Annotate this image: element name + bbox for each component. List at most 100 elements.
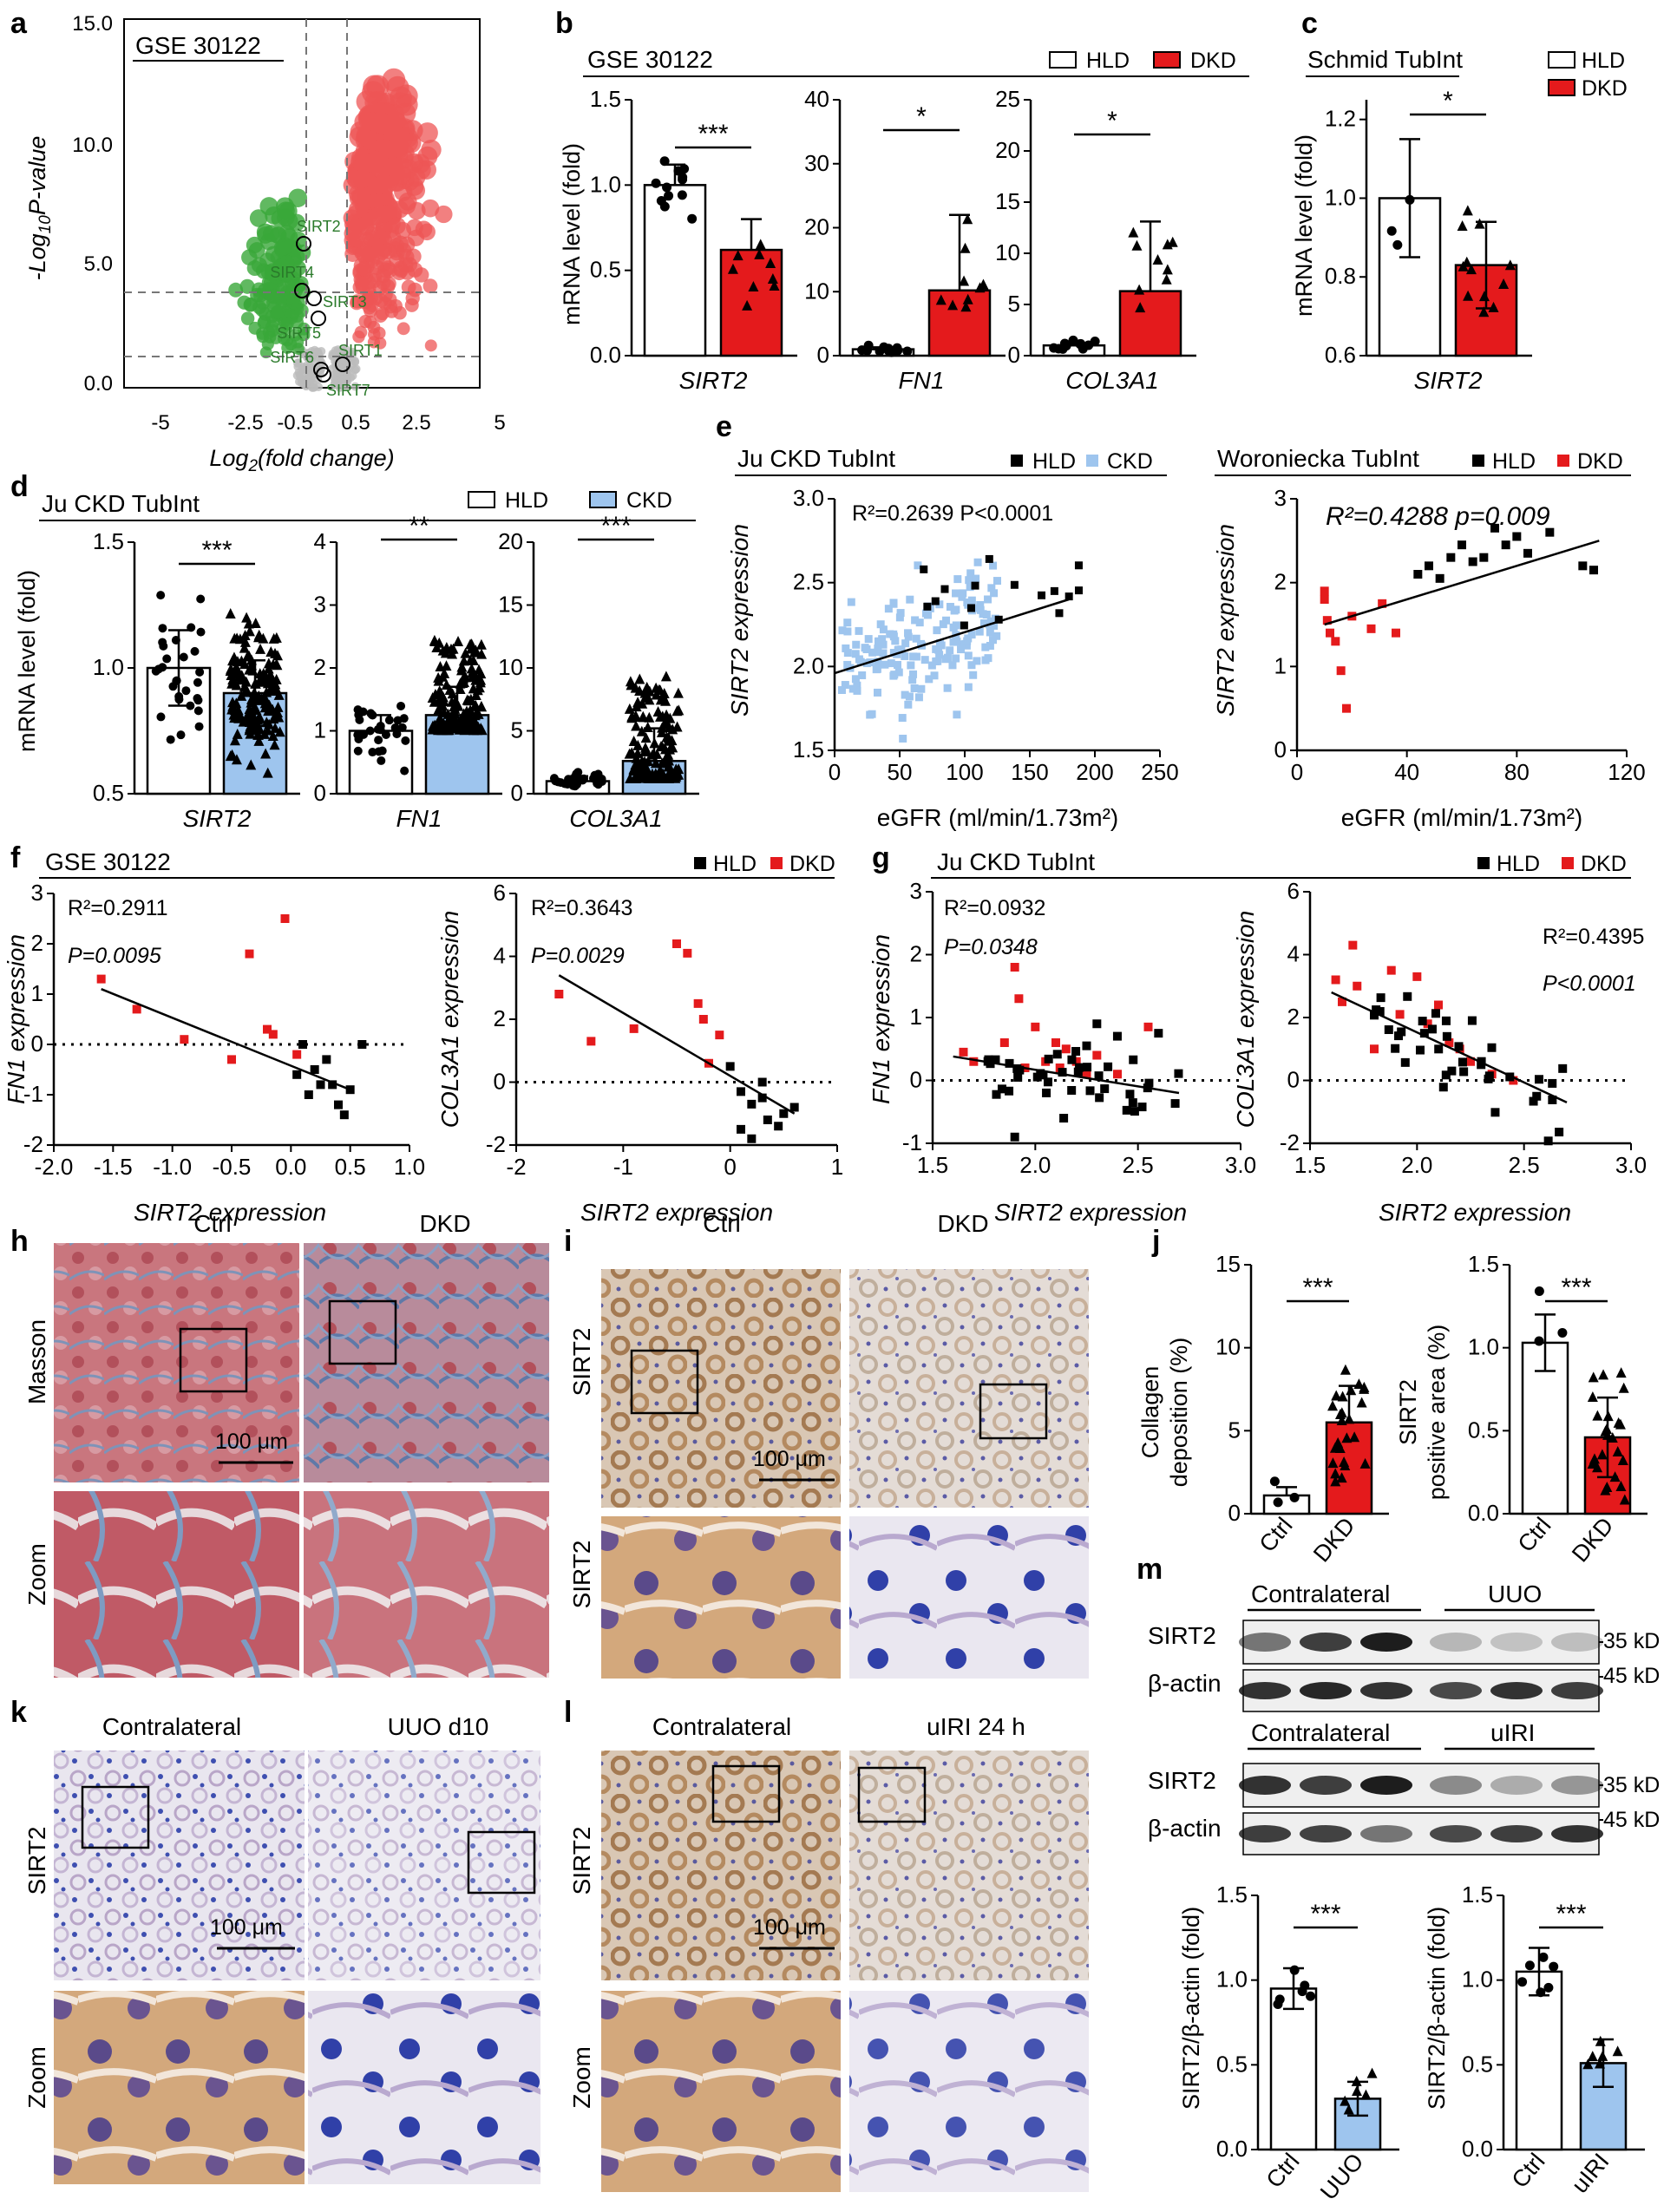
data-point [976, 600, 985, 609]
y-tick-label: 20 [498, 528, 523, 554]
y-tick-label: 40 [804, 86, 829, 112]
data-point [1322, 616, 1332, 625]
k-contralateral-image [54, 1751, 305, 1980]
blot2-sirt2-band [1430, 1776, 1482, 1795]
data-point [962, 213, 973, 225]
e-right-legend-dkd-swatch [1557, 455, 1569, 467]
data-point [271, 632, 282, 643]
data-point [769, 279, 780, 291]
volcano-point [295, 376, 305, 386]
b-legend-dkd-swatch [1153, 51, 1181, 69]
data-point [1122, 1105, 1131, 1115]
data-point [1392, 628, 1400, 638]
x-tick-label: 0.0 [275, 1154, 306, 1180]
l-contralateral-roi-box [711, 1764, 781, 1823]
e-right-stat: R²=0.4288 p=0.009 [1326, 502, 1550, 531]
data-point [368, 748, 377, 757]
data-point [1427, 1024, 1437, 1034]
h-scale-label: 100 μm [215, 1430, 288, 1454]
i-row-sirt2-zoom: SIRT2 [568, 1541, 595, 1609]
panel-j: j Collagen deposition (%) SIRT2 positive… [1137, 1225, 1648, 1567]
data-point [248, 704, 259, 715]
g-legend-hld: HLD [1497, 852, 1540, 876]
data-point [895, 613, 904, 622]
data-point [232, 632, 243, 644]
data-point [972, 604, 980, 612]
data-point [873, 664, 881, 673]
category-label: uIRI [1567, 2149, 1615, 2198]
data-point [757, 1077, 767, 1087]
data-point [953, 575, 962, 584]
data-point [904, 700, 913, 709]
volcano-point [356, 260, 372, 277]
data-point [400, 766, 409, 776]
data-point [1092, 1050, 1102, 1060]
data-point [966, 569, 975, 578]
volcano-point [417, 146, 438, 167]
data-point [563, 780, 573, 789]
d-legend-hld-swatch [468, 491, 495, 508]
data-point [1094, 1071, 1104, 1081]
data-point [1331, 975, 1340, 985]
data-point [660, 716, 671, 727]
data-point [156, 591, 166, 600]
data-point [1615, 1367, 1627, 1378]
data-point [1152, 253, 1163, 265]
volcano-point [416, 122, 438, 144]
data-point [239, 636, 251, 647]
volcano-point [386, 75, 409, 100]
volcano-xlabel: Log2(fold change) [209, 445, 394, 475]
data-point [1327, 1457, 1339, 1469]
y-tick-label: 0.5 [1216, 2051, 1248, 2077]
panel-i: i Ctrl DKD SIRT2 SIRT2 100 μm [564, 1210, 1089, 1679]
data-point [767, 273, 778, 285]
data-point [892, 343, 902, 353]
data-point [1130, 1107, 1139, 1116]
data-point [1174, 1069, 1183, 1078]
panel-g: g Ju CKD TubInt HLD DKD 1.5 2.0 2.5 3.0-101… [868, 841, 1647, 1226]
data-point [444, 716, 455, 727]
data-point [1415, 1045, 1425, 1055]
significance-stars: * [1443, 87, 1453, 115]
data-point [693, 998, 703, 1008]
data-point [292, 1050, 302, 1059]
y-tick-label: 30 [804, 150, 829, 176]
significance-stars: *** [1561, 1273, 1591, 1302]
f-legend-hld: HLD [713, 852, 757, 876]
volcano-point [306, 373, 316, 383]
x-tick-label: 50 [888, 759, 913, 785]
volcano-point [256, 263, 272, 279]
data-point [664, 191, 674, 201]
data-point [672, 687, 684, 698]
data-point [911, 616, 920, 625]
data-point [966, 604, 975, 612]
data-point [632, 747, 644, 758]
data-point [270, 722, 281, 733]
data-point [962, 293, 973, 304]
volcano-point [396, 322, 410, 336]
blot2-actin-band [1430, 1825, 1482, 1842]
data-point [727, 263, 738, 274]
data-point [1340, 1364, 1351, 1375]
volcano-point [368, 291, 383, 306]
data-point [757, 1093, 767, 1103]
y-tick-label: 1 [1274, 652, 1287, 678]
y-tick-label: 3 [314, 592, 326, 618]
data-point [241, 711, 252, 723]
category-label: DKD [1567, 1513, 1619, 1567]
data-point [310, 1065, 319, 1074]
data-point [984, 654, 992, 663]
i-dkd-ihc-image [849, 1269, 1089, 1508]
data-point [631, 701, 642, 712]
data-point [987, 584, 996, 592]
data-point [853, 686, 861, 695]
f-left-p: P=0.0095 [68, 944, 161, 968]
e-left-stat: R²=0.2639 P<0.0001 [852, 501, 1053, 526]
data-point [1013, 1072, 1023, 1082]
f-left-scatter: -2.0 -1.5 -1.0 -0.5 0.0 0.5 1.0 -2 -1 0 1 2 3 [23, 880, 425, 1180]
panel-label-d: d [10, 470, 29, 503]
data-point [1010, 1132, 1019, 1142]
d-chart-FN1: 0 1 2 3 4 ** FN1 [314, 512, 502, 832]
volcano-point [248, 242, 265, 259]
data-point [1071, 1046, 1081, 1056]
